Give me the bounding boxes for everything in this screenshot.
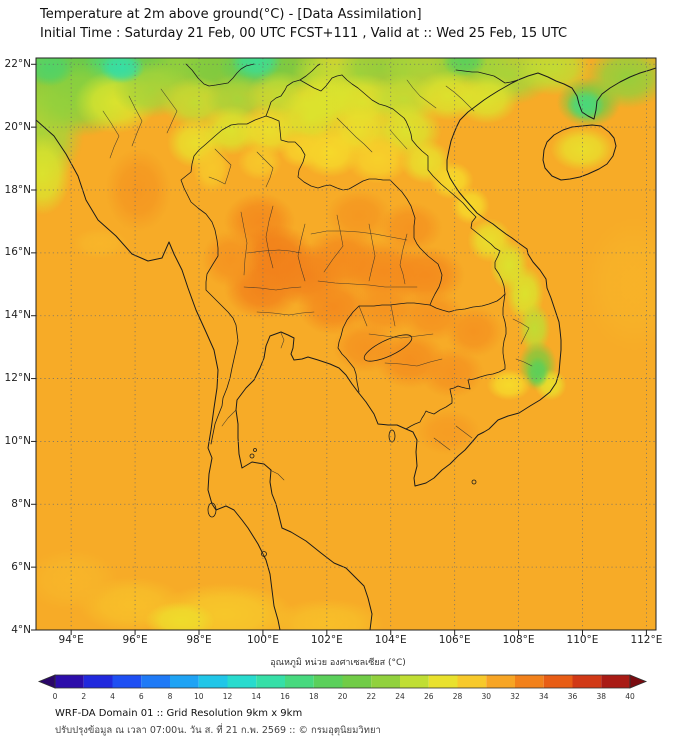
chart-subtitle: Initial Time : Saturday 21 Feb, 00 UTC F… [40, 26, 568, 41]
colorbar-tick-label: 26 [424, 692, 434, 701]
lon-tick-label: 96°E [122, 634, 148, 646]
colorbar-segment [486, 675, 515, 688]
colorbar-tick-label: 38 [596, 692, 606, 701]
island-shapes [207, 429, 477, 557]
colorbar-segment [400, 675, 429, 688]
colorbar-segment [170, 675, 199, 688]
colorbar-tick-label: 32 [510, 692, 520, 701]
footer-update-info: ปรับปรุงข้อมูล ณ เวลา 07:00น. วัน ส. ที่… [55, 725, 381, 736]
colorbar-segment [55, 675, 84, 688]
colorbar-outline [54, 674, 631, 689]
colorbar-label: อุณหภูมิ หน่วย องศาเซลเซียส (°C) [270, 658, 406, 668]
colorbar-segment [371, 675, 400, 688]
footer-domain-info: WRF-DA Domain 01 :: Grid Resolution 9km … [55, 708, 303, 719]
colorbar-under-arrow [37, 674, 56, 689]
country-border-paths [180, 63, 519, 445]
lon-tick-label: 106°E [438, 634, 471, 646]
colorbar-tick-label: 36 [568, 692, 578, 701]
lon-tick-label: 112°E [630, 634, 663, 646]
lon-tick-label: 98°E [186, 634, 212, 646]
colorbar-tick-label: 14 [251, 692, 261, 701]
colorbar-segment [543, 675, 573, 688]
colorbar-segment [141, 675, 170, 688]
lon-tick-label: 94°E [58, 634, 84, 646]
lat-tick-label: 12°N [4, 372, 31, 385]
lon-tick-label: 100°E [246, 634, 279, 646]
lat-tick-label: 6°N [11, 560, 31, 573]
colorbar-tick-label: 40 [625, 692, 635, 701]
colorbar-segment [256, 675, 285, 688]
colorbar-tick-label: 22 [366, 692, 376, 701]
colorbar-over-arrow [629, 674, 648, 689]
colorbar-segment [285, 675, 314, 688]
lat-tick-label: 8°N [11, 497, 31, 510]
colorbar-segment [342, 675, 372, 688]
colorbar-segment [83, 675, 113, 688]
colorbar: 0 2 4 6 8 10 12 14 16 18 20 22 24 26 28 30 32 34 36 38 40 [37, 674, 648, 701]
lat-tick-label: 4°N [11, 623, 31, 636]
coastline-paths [36, 67, 656, 630]
lat-tick-label: 20°N [4, 120, 31, 133]
colorbar-segment [428, 675, 458, 688]
colorbar-segment [572, 675, 602, 688]
colorbar-tick-label: 20 [338, 692, 348, 701]
colorbar-tick-label: 8 [168, 692, 173, 701]
lon-tick-label: 108°E [502, 634, 535, 646]
lake-tonle-sap [363, 334, 413, 362]
colorbar-tick-label: 18 [309, 692, 319, 701]
map-plot-area [36, 58, 656, 630]
lat-tick-label: 22°N [4, 57, 31, 70]
lon-tick-label: 110°E [566, 634, 599, 646]
colorbar-segment [457, 675, 487, 688]
colorbar-segment [198, 675, 228, 688]
colorbar-tick-label: 2 [81, 692, 86, 701]
colorbar-tick-label: 0 [53, 692, 58, 701]
lat-tick-label: 18°N [4, 183, 31, 196]
colorbar-tick-label: 28 [453, 692, 463, 701]
colorbar-segment [515, 675, 544, 688]
colorbar-tick-label: 34 [539, 692, 549, 701]
colorbar-tick-label: 24 [395, 692, 405, 701]
colorbar-tick-label: 16 [280, 692, 290, 701]
lat-tick-label: 16°N [4, 246, 31, 259]
lon-tick-label: 102°E [310, 634, 343, 646]
colorbar-segment [227, 675, 257, 688]
colorbar-tick-label: 4 [110, 692, 115, 701]
lat-tick-label: 10°N [4, 434, 31, 447]
colorbar-tick-label: 12 [223, 692, 233, 701]
colorbar-segment [313, 675, 343, 688]
colorbar-tick-label: 6 [139, 692, 144, 701]
colorbar-segment [601, 675, 630, 688]
province-border-paths [102, 79, 533, 481]
colorbar-tick-label: 10 [194, 692, 204, 701]
map-borders-overlay [36, 63, 656, 630]
title-block: Temperature at 2m above ground(°C) - [Da… [40, 5, 567, 43]
lat-tick-label: 14°N [4, 309, 31, 322]
lon-tick-label: 104°E [374, 634, 407, 646]
colorbar-tick-label: 30 [481, 692, 491, 701]
chart-title: Temperature at 2m above ground(°C) - [Da… [40, 7, 422, 22]
colorbar-segment [112, 675, 142, 688]
